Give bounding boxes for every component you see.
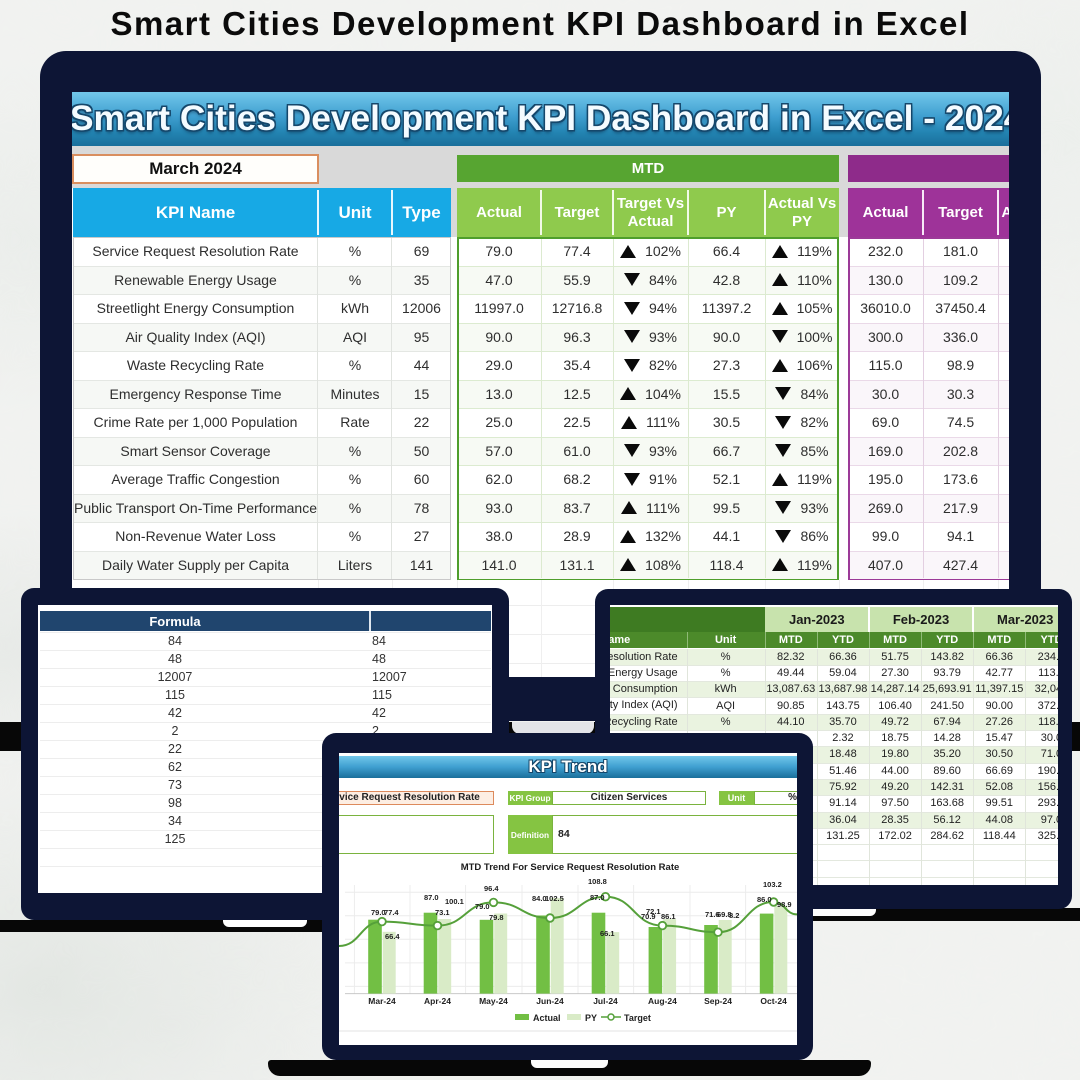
- svg-text:79.0: 79.0: [371, 908, 386, 917]
- svg-text:98.9: 98.9: [777, 900, 792, 909]
- svg-text:108.8: 108.8: [588, 877, 607, 886]
- svg-text:70.9: 70.9: [641, 912, 656, 921]
- svg-text:Apr-24: Apr-24: [424, 996, 451, 1006]
- svg-text:Aug-24: Aug-24: [648, 996, 677, 1006]
- svg-text:72.1: 72.1: [646, 907, 661, 916]
- svg-text:73.1: 73.1: [435, 908, 450, 917]
- svg-text:Jul-24: Jul-24: [593, 996, 618, 1006]
- svg-text:79.8: 79.8: [489, 913, 504, 922]
- svg-text:PY: PY: [585, 1013, 597, 1023]
- svg-text:66.4: 66.4: [385, 932, 400, 941]
- svg-text:Oct-24: Oct-24: [760, 996, 787, 1006]
- svg-text:Target: Target: [624, 1013, 651, 1023]
- svg-text:102.5: 102.5: [545, 894, 564, 903]
- svg-text:77.4: 77.4: [384, 908, 399, 917]
- svg-text:Mar-24: Mar-24: [368, 996, 396, 1006]
- svg-text:Sep-24: Sep-24: [704, 996, 732, 1006]
- svg-text:96.4: 96.4: [484, 884, 499, 893]
- svg-text:100.1: 100.1: [445, 897, 464, 906]
- svg-text:79.0: 79.0: [475, 902, 490, 911]
- svg-text:Jun-24: Jun-24: [536, 996, 564, 1006]
- svg-text:103.2: 103.2: [763, 880, 782, 889]
- svg-text:66.1: 66.1: [600, 929, 615, 938]
- svg-text:May-24: May-24: [479, 996, 508, 1006]
- svg-text:69.8: 69.8: [717, 910, 732, 919]
- svg-text:84.0: 84.0: [532, 894, 547, 903]
- svg-text:Actual: Actual: [533, 1013, 561, 1023]
- svg-text:71.6: 71.6: [705, 910, 720, 919]
- svg-text:87.0: 87.0: [590, 893, 605, 902]
- svg-text:86.0: 86.0: [757, 895, 772, 904]
- svg-text:8.2: 8.2: [729, 911, 739, 920]
- svg-text:86.1: 86.1: [661, 912, 676, 921]
- svg-text:87.0: 87.0: [424, 893, 439, 902]
